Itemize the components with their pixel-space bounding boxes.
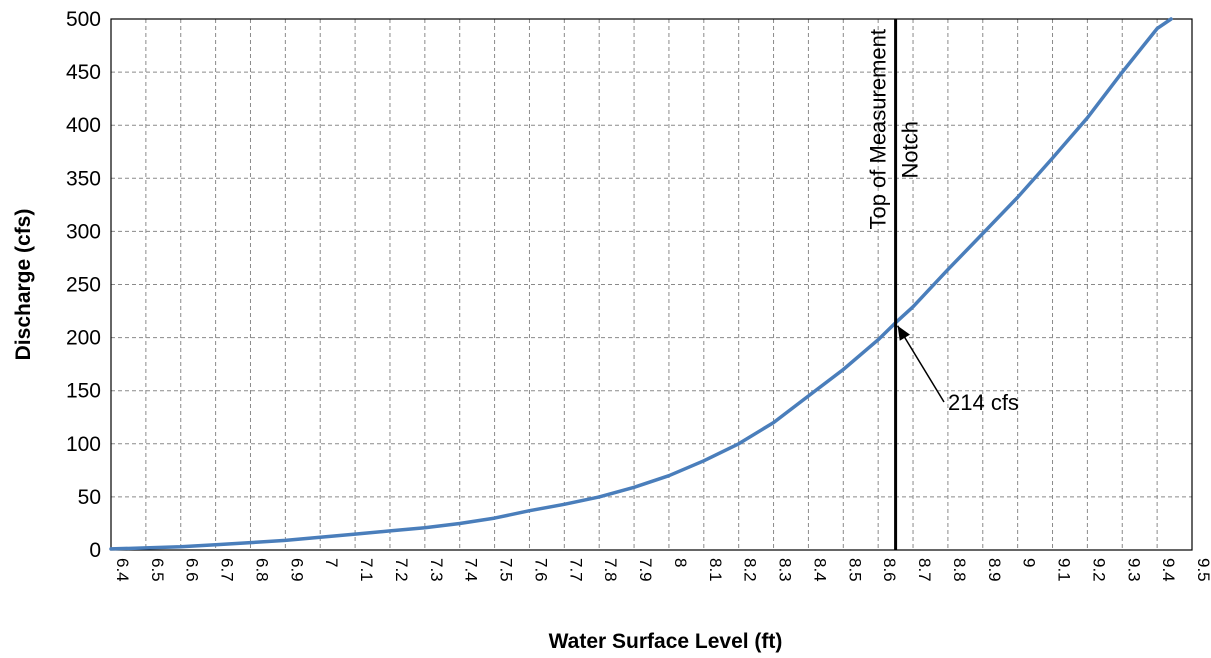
gridlines	[111, 19, 1192, 550]
x-tick-label: 6.7	[218, 558, 237, 582]
discharge-series-line	[109, 17, 1173, 551]
x-tick-group: 7.1	[357, 558, 376, 582]
x-tick-group: 9.2	[1089, 558, 1108, 582]
notch-label-line1: Top of Measurement	[866, 29, 891, 230]
x-tick-group: 7.5	[497, 558, 516, 582]
x-tick-group: 8.9	[985, 558, 1004, 582]
y-tick-label: 500	[66, 8, 101, 31]
x-tick-label: 8.9	[985, 558, 1004, 582]
x-tick-label: 8.2	[741, 558, 760, 582]
x-tick-group: 8.8	[950, 558, 969, 582]
x-tick-label: 9.3	[1124, 558, 1143, 582]
x-tick-label: 8.1	[706, 558, 725, 582]
x-tick-label: 9.1	[1055, 558, 1074, 582]
x-tick-group: 7.8	[601, 558, 620, 582]
y-tick-label: 450	[66, 61, 101, 84]
x-tick-group: 8.5	[845, 558, 864, 582]
x-tick-group: 8.4	[810, 558, 829, 582]
x-tick-group: 9.3	[1124, 558, 1143, 582]
x-tick-group: 9.4	[1159, 558, 1178, 582]
x-tick-group: 9.1	[1055, 558, 1074, 582]
x-tick-group: 7.2	[392, 558, 411, 582]
x-tick-label: 7.4	[462, 558, 481, 582]
x-tick-label: 8	[671, 558, 690, 567]
x-tick-label: 8.3	[776, 558, 795, 582]
x-tick-group: 6.5	[148, 558, 167, 582]
plot-area-frame	[110, 18, 1193, 551]
x-tick-group: 9	[1020, 558, 1039, 567]
y-tick-label: 150	[66, 380, 101, 403]
x-tick-label: 6.9	[287, 558, 306, 582]
x-tick-group: 6.7	[218, 558, 237, 582]
x-tick-group: 8	[671, 558, 690, 567]
x-tick-group: 7.9	[636, 558, 655, 582]
x-tick-label: 7.7	[566, 558, 585, 582]
x-tick-label: 6.6	[183, 558, 202, 582]
y-tick-label: 300	[66, 220, 101, 243]
x-tick-group: 8.1	[706, 558, 725, 582]
x-tick-label: 7.3	[427, 558, 446, 582]
x-tick-label: 8.7	[915, 558, 934, 582]
x-tick-label: 7.8	[601, 558, 620, 582]
y-tick-label: 200	[66, 327, 101, 350]
x-tick-label: 8.6	[880, 558, 899, 582]
x-tick-group: 8.7	[915, 558, 934, 582]
y-tick-label: 0	[89, 539, 101, 562]
x-tick-label: 7	[322, 558, 341, 567]
notch-label-line2: Notch	[898, 121, 923, 178]
x-tick-group: 7.7	[566, 558, 585, 582]
x-tick-label: 6.5	[148, 558, 167, 582]
x-tick-group: 7.3	[427, 558, 446, 582]
x-tick-group: 6.6	[183, 558, 202, 582]
x-tick-group: 6.8	[252, 558, 271, 582]
x-tick-group: 7.6	[531, 558, 550, 582]
x-tick-label: 8.5	[845, 558, 864, 582]
x-tick-group: 7.4	[462, 558, 481, 582]
x-tick-label: 7.5	[497, 558, 516, 582]
x-tick-label: 7.2	[392, 558, 411, 582]
x-axis-title: Water Surface Level (ft)	[549, 630, 783, 653]
x-tick-label: 6.4	[113, 558, 132, 582]
y-tick-label: 100	[66, 433, 101, 456]
x-tick-label: 7.9	[636, 558, 655, 582]
x-tick-group: 8.2	[741, 558, 760, 582]
x-tick-label: 6.8	[252, 558, 271, 582]
y-tick-label: 50	[78, 486, 101, 509]
y-axis-title: Discharge (cfs)	[12, 209, 35, 361]
y-tick-label: 350	[66, 167, 101, 190]
x-tick-label: 9	[1020, 558, 1039, 567]
x-tick-label: 7.6	[531, 558, 550, 582]
x-tick-label: 7.1	[357, 558, 376, 582]
x-tick-label: 8.8	[950, 558, 969, 582]
x-tick-group: 9.5	[1194, 558, 1211, 582]
y-tick-label: 400	[66, 114, 101, 137]
annotation-arrow-line	[896, 325, 945, 403]
x-tick-label: 9.2	[1089, 558, 1108, 582]
y-tick-labels: 0 50 100 150 200 250 300 350 400 450 500	[66, 8, 101, 562]
x-tick-label: 9.4	[1159, 558, 1178, 582]
x-tick-group: 7	[322, 558, 341, 567]
x-tick-label: 8.4	[810, 558, 829, 582]
annotation-arrow-head	[897, 325, 910, 341]
x-tick-group: 6.4	[113, 558, 132, 582]
x-tick-label: 9.5	[1194, 558, 1211, 582]
x-tick-labels: 6.4 6.5 6.6 6.7 6.8 6.9 7 7.1 7.2 7.3 7.4 7.5 7.6 7.7…	[113, 558, 1211, 582]
x-tick-group: 8.6	[880, 558, 899, 582]
x-tick-group: 6.9	[287, 558, 306, 582]
x-tick-group: 8.3	[776, 558, 795, 582]
y-tick-label: 250	[66, 274, 101, 297]
annotation-214-cfs: 214 cfs	[948, 390, 1019, 415]
